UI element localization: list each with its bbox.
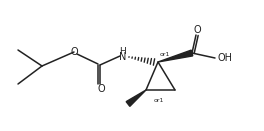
Text: or1: or1 [154, 97, 164, 102]
Text: H: H [120, 47, 126, 56]
Text: O: O [193, 25, 201, 35]
Polygon shape [126, 90, 146, 106]
Text: O: O [70, 47, 78, 57]
Text: OH: OH [217, 53, 232, 63]
Text: N: N [119, 52, 127, 62]
Text: or1: or1 [160, 51, 170, 56]
Polygon shape [158, 50, 193, 62]
Text: O: O [97, 84, 105, 94]
